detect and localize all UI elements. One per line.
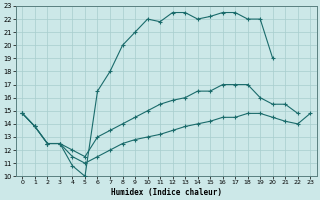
X-axis label: Humidex (Indice chaleur): Humidex (Indice chaleur): [111, 188, 222, 197]
